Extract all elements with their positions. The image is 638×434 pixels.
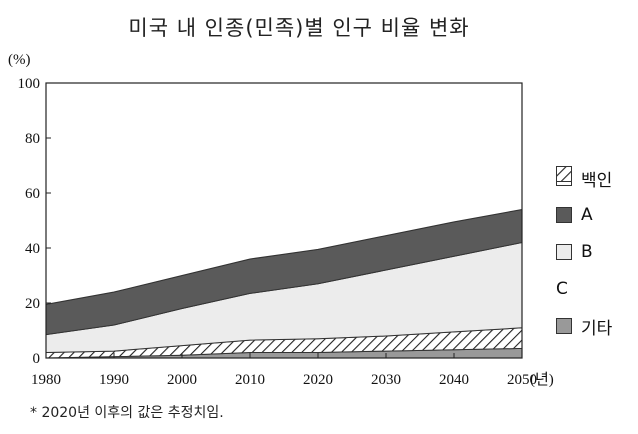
plot-frame [45,82,523,359]
y-tick-label: 40 [25,241,40,257]
legend-item: B [556,240,612,264]
x-tick-label: 2020 [303,372,333,388]
chart-title: 미국 내 인종(민족)별 인구 비율 변화 [128,16,470,40]
legend-label: C [556,279,568,299]
legend-label: B [581,242,593,262]
x-tick-label: 2030 [371,372,401,388]
y-tick-label: 0 [33,351,41,367]
legend-item: A [556,203,612,227]
legend-swatch-other [556,318,572,334]
legend-label: 기타 [581,318,613,339]
y-tick-label: 20 [25,296,40,312]
legend-label: 백인 [581,170,613,191]
x-tick-label: 1980 [31,372,61,388]
x-tick-label: 1990 [99,372,129,388]
legend-item: C [556,166,612,301]
x-tick-label: 2040 [439,372,469,388]
x-axis-unit: (년) [530,371,554,388]
legend-swatch-b [556,244,572,260]
y-tick-label: 100 [18,76,41,92]
y-axis-label: (%) [8,52,31,68]
legend: 백인 A B C 기타 [556,166,612,351]
x-tick-label: 2000 [167,372,197,388]
legend-swatch-a [556,207,572,223]
legend-item: 기타 [556,314,613,339]
x-tick-label: 2050 [507,372,537,388]
footnote: * 2020년 이후의 값은 추정치임. [30,405,224,421]
x-tick-label: 2010 [235,372,265,388]
y-tick-label: 80 [25,131,40,147]
legend-swatch-c [556,166,572,182]
area-layers [45,82,523,359]
y-tick-label: 60 [25,186,40,202]
legend-label: A [581,205,593,225]
